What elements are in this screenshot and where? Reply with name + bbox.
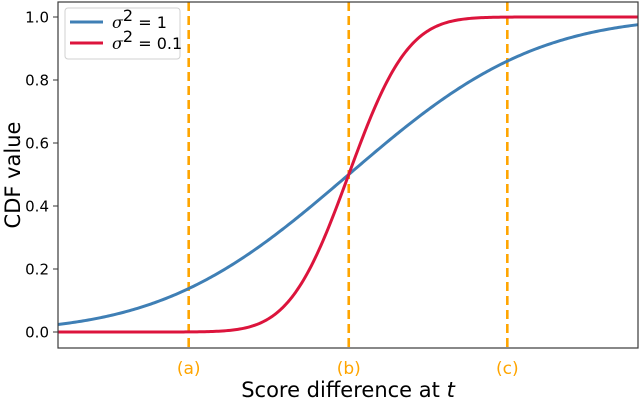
y-tick-label: 0.8 bbox=[25, 72, 49, 90]
marker-label: (c) bbox=[496, 359, 519, 379]
marker-labels: (a) (b) (c) bbox=[177, 359, 519, 379]
marker-label: (b) bbox=[337, 359, 361, 379]
legend: σ2 = 1 σ2 = 0.1 bbox=[64, 6, 182, 60]
x-axis-label: Score difference at t bbox=[241, 378, 455, 402]
legend-label-sigma1: σ2 = 1 bbox=[112, 6, 167, 32]
y-tick-label: 0.6 bbox=[25, 135, 49, 153]
x-axis-label-variable: t bbox=[447, 378, 456, 402]
marker-label: (a) bbox=[177, 359, 201, 379]
y-axis-label: CDF value bbox=[1, 122, 25, 229]
axes-frame bbox=[57, 1, 639, 349]
y-tick-label: 1.0 bbox=[25, 9, 49, 27]
y-tick-label: 0.4 bbox=[25, 198, 49, 216]
cdf-curves bbox=[57, 15, 639, 334]
y-tick-label: 0.2 bbox=[25, 261, 49, 279]
curve-sigma-0-1 bbox=[58, 15, 638, 334]
y-axis-ticks: 0.0 0.2 0.4 0.6 0.8 1.0 bbox=[25, 9, 58, 342]
x-axis-label-text: Score difference at bbox=[241, 378, 446, 402]
y-tick-label: 0.0 bbox=[25, 324, 49, 342]
legend-label-sigma01: σ2 = 0.1 bbox=[112, 27, 182, 53]
